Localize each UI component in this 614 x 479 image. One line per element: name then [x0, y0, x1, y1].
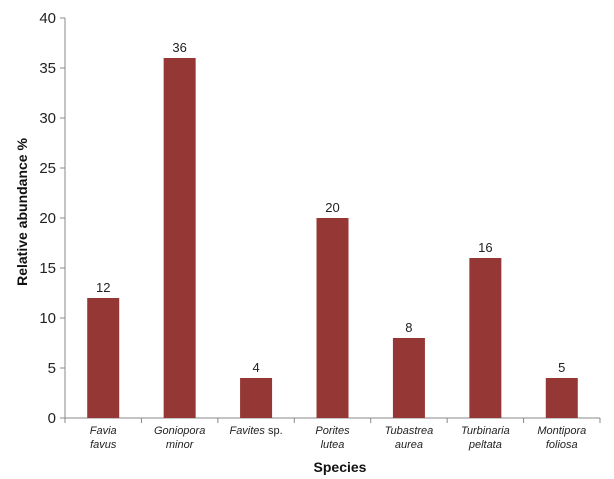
- bar: [392, 338, 425, 418]
- category-label: Favites sp.: [229, 425, 282, 437]
- data-label: 36: [172, 40, 186, 55]
- category-label: Tubastrea aurea: [385, 425, 434, 451]
- y-tick-label: 5: [48, 360, 56, 377]
- bar: [545, 378, 578, 418]
- y-tick-label: 25: [39, 160, 56, 177]
- data-label: 4: [252, 360, 259, 375]
- bar: [240, 378, 273, 418]
- bar: [469, 258, 502, 418]
- data-label: 16: [478, 240, 492, 255]
- y-tick-label: 40: [39, 10, 56, 27]
- y-tick-label: 20: [39, 210, 56, 227]
- y-tick-label: 0: [48, 410, 56, 427]
- y-tick-label: 30: [39, 110, 56, 127]
- category-label: Goniopora minor: [154, 425, 205, 451]
- category-label: Favia favus: [90, 425, 117, 451]
- category-label: Porites lutea: [315, 425, 350, 451]
- bar: [87, 298, 120, 418]
- y-tick-label: 15: [39, 260, 56, 277]
- bar: [316, 218, 349, 418]
- category-label: Montipora foliosa: [537, 425, 586, 451]
- y-tick-label: 35: [39, 60, 56, 77]
- x-axis-title: Species: [314, 459, 367, 475]
- plot-area: 0 5 10 15 20 25 30 35 40 12 Favia favus 36 Goniopora m…: [39, 10, 601, 451]
- data-label: 8: [405, 320, 412, 335]
- data-label: 5: [558, 360, 565, 375]
- data-label: 12: [96, 280, 110, 295]
- bar: [163, 58, 196, 418]
- category-label: Turbinaria peltata: [461, 425, 510, 451]
- data-label: 20: [325, 200, 339, 215]
- y-axis-title: Relative abundance %: [14, 138, 30, 286]
- y-tick-label: 10: [39, 310, 56, 327]
